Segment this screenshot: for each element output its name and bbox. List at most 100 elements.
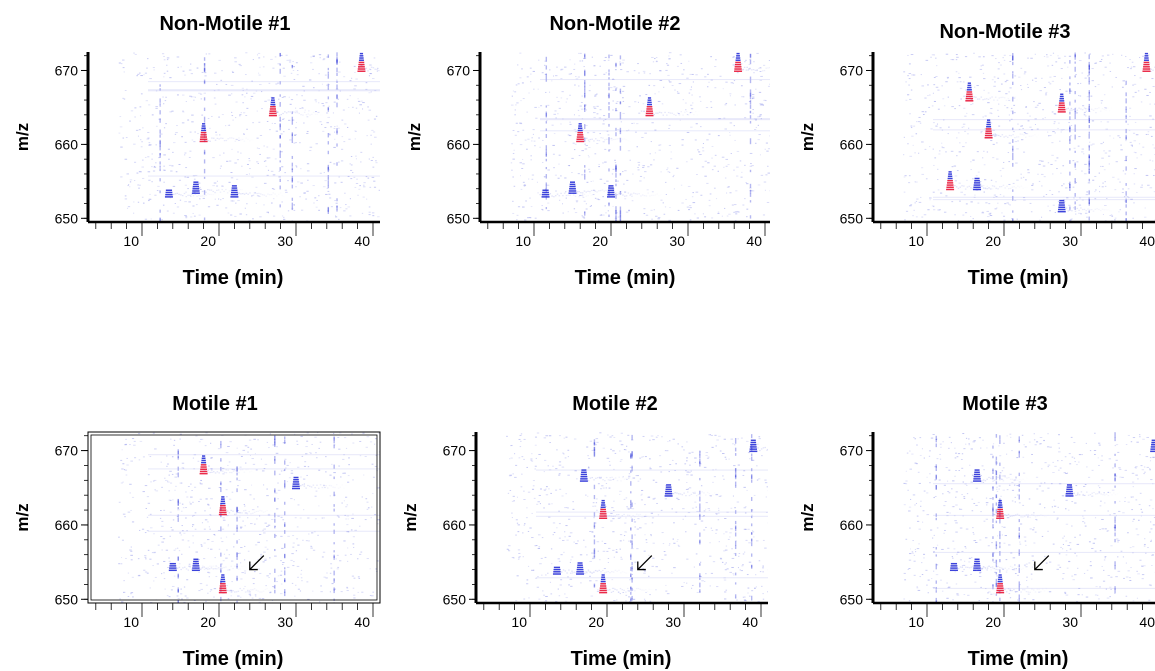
- y-tick-label: 660: [55, 136, 79, 152]
- feature-isotope: [201, 127, 206, 129]
- noise-speck: [603, 60, 606, 62]
- noise-speck: [302, 478, 306, 480]
- noise-speck: [257, 559, 259, 561]
- noise-speck: [748, 595, 751, 597]
- noise-speck: [240, 547, 243, 549]
- feature-isotope: [220, 576, 225, 578]
- noise-speck: [606, 130, 609, 132]
- noise-speck: [708, 199, 711, 201]
- noise-speck: [1008, 183, 1011, 185]
- noise-speck: [965, 203, 968, 205]
- feature-isotope: [1143, 63, 1150, 66]
- noise-speck: [152, 170, 156, 172]
- feature-isotope: [200, 464, 207, 466]
- feature-isotope: [192, 562, 199, 565]
- noise-speck: [186, 176, 190, 178]
- feature-tail: [408, 439, 410, 440]
- noise-speck: [545, 435, 549, 437]
- noise-speck: [146, 572, 149, 574]
- panel-title: Non-Motile #3: [939, 21, 1070, 43]
- noise-speck: [937, 209, 940, 211]
- noise-speck: [604, 56, 607, 58]
- noise-speck: [1075, 74, 1077, 76]
- noise-speck: [688, 92, 691, 94]
- noise-speck: [158, 157, 160, 159]
- feature-isotope: [1059, 199, 1065, 202]
- noise-band: [540, 118, 770, 120]
- feature-tail: [1036, 136, 1038, 137]
- noise-streak: [1074, 206, 1076, 210]
- feature-tail: [192, 195, 195, 197]
- feature-tail: [178, 566, 181, 568]
- noise-speck: [222, 467, 225, 469]
- noise-speck: [133, 201, 135, 203]
- noise-speck: [1108, 150, 1111, 152]
- feature-isotope: [1058, 208, 1066, 211]
- feature-tail: [365, 67, 367, 69]
- noise-speck: [215, 131, 217, 133]
- noise-speck: [144, 571, 148, 573]
- noise-speck: [645, 542, 648, 544]
- noise-speck: [194, 486, 197, 488]
- noise-speck: [1008, 91, 1010, 93]
- feature-tail: [303, 485, 306, 487]
- noise-band: [148, 454, 380, 456]
- noise-streak: [619, 137, 622, 141]
- noise-speck: [663, 213, 666, 215]
- noise-speck: [1034, 118, 1037, 120]
- feature-tail: [283, 196, 285, 197]
- noise-speck: [335, 558, 337, 560]
- feature-tail: [1030, 135, 1032, 137]
- feature-tail: [1002, 96, 1004, 98]
- noise-speck: [1026, 83, 1029, 85]
- feature-tail: [607, 138, 610, 140]
- noise-speck: [1061, 185, 1063, 187]
- noise-speck: [558, 560, 561, 562]
- noise-speck: [334, 200, 336, 202]
- noise-band: [540, 119, 770, 121]
- feature-isotope: [219, 589, 227, 592]
- noise-speck: [124, 158, 128, 160]
- noise-speck: [1064, 55, 1067, 57]
- noise-speck: [982, 116, 984, 118]
- noise-speck: [1141, 55, 1145, 57]
- noise-speck: [1038, 102, 1041, 104]
- noise-streak: [236, 555, 238, 560]
- feature-tail: [251, 139, 253, 140]
- noise-speck: [956, 137, 958, 139]
- noise-speck: [306, 432, 309, 434]
- noise-speck: [360, 151, 363, 153]
- feature-tail: [565, 194, 568, 197]
- noise-speck: [366, 558, 369, 560]
- noise-streak: [584, 104, 586, 110]
- feature-tail: [1111, 108, 1113, 109]
- noise-speck: [329, 134, 331, 136]
- noise-speck: [318, 73, 321, 75]
- noise-streak: [279, 204, 281, 208]
- noise-speck: [1059, 103, 1061, 105]
- noise-speck: [744, 164, 746, 166]
- feature-tail: [563, 192, 566, 194]
- noise-streak: [1088, 168, 1090, 174]
- feature-tail: [980, 96, 983, 98]
- feature-tail: [616, 193, 619, 196]
- noise-speck: [349, 163, 352, 165]
- noise-speck: [549, 91, 551, 93]
- noise-speck: [611, 507, 614, 509]
- noise-speck: [908, 78, 911, 80]
- noise-speck: [137, 201, 140, 203]
- noise-speck: [525, 517, 528, 519]
- noise-speck: [1069, 83, 1071, 85]
- noise-streak: [203, 176, 206, 179]
- noise-streak: [177, 450, 179, 455]
- noise-streak: [336, 128, 338, 133]
- noise-speck: [688, 209, 691, 211]
- noise-speck: [992, 157, 995, 159]
- noise-speck: [230, 591, 233, 593]
- noise-streak: [327, 207, 330, 213]
- feature-tail: [1032, 135, 1034, 137]
- noise-speck: [1149, 91, 1151, 93]
- noise-streak: [545, 65, 548, 70]
- noise-speck: [198, 590, 201, 592]
- feature-isotope: [647, 97, 652, 99]
